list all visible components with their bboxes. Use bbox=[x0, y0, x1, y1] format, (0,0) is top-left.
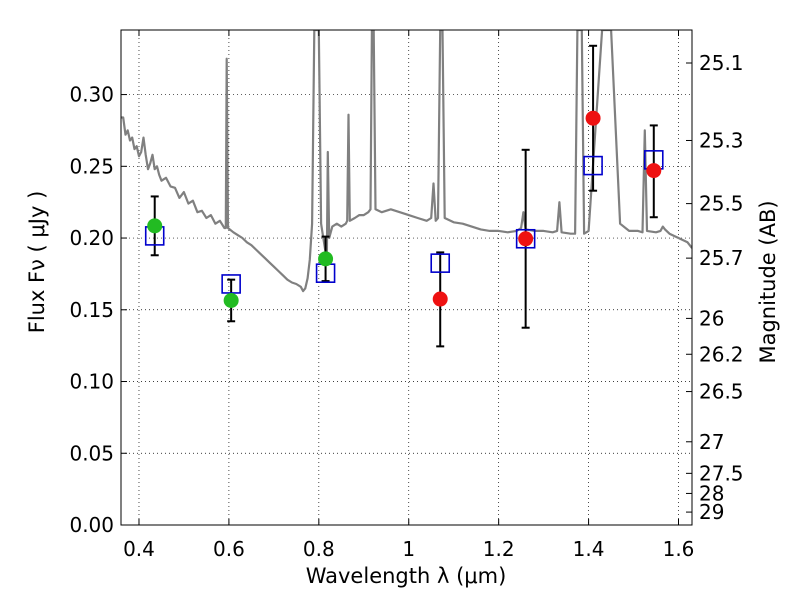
y-tick-label: 0.20 bbox=[69, 226, 114, 250]
observed-point bbox=[318, 251, 334, 267]
y2-tick-label: 25.1 bbox=[699, 51, 744, 75]
observed-points bbox=[147, 110, 662, 308]
observed-point bbox=[147, 218, 163, 234]
model-square bbox=[583, 155, 603, 176]
y-axis-label: Flux Fν ( μJy ) bbox=[25, 191, 49, 334]
y2-tick-label: 27 bbox=[699, 430, 724, 454]
y2-tick-label: 26.2 bbox=[699, 342, 744, 366]
y2-tick-label: 25.5 bbox=[699, 192, 744, 216]
model-square bbox=[515, 228, 536, 249]
x-tick-label: 1.6 bbox=[663, 537, 695, 561]
observed-point bbox=[432, 291, 448, 307]
model-square bbox=[430, 253, 451, 273]
y-tick-label: 0.30 bbox=[69, 83, 114, 107]
observed-point bbox=[585, 110, 601, 126]
x-tick-label: 0.4 bbox=[123, 537, 155, 561]
spectrum-line bbox=[121, 30, 692, 293]
y2-tick-label: 28 bbox=[699, 481, 724, 505]
y2-tick-label: 26 bbox=[699, 306, 724, 330]
y-tick-label: 0.15 bbox=[69, 298, 114, 322]
x-tick-label: 1 bbox=[402, 537, 415, 561]
y2-axis-label: Magnitude (AB) bbox=[756, 200, 780, 363]
y-tick-label: 0.00 bbox=[69, 513, 114, 537]
x-tick-label: 1.2 bbox=[483, 537, 515, 561]
y-tick-label: 0.10 bbox=[69, 370, 114, 394]
y-tick-label: 0.25 bbox=[69, 154, 114, 178]
x-tick-label: 1.4 bbox=[573, 537, 605, 561]
y2-tick-label: 25.7 bbox=[699, 246, 744, 270]
x-tick-label: 0.8 bbox=[303, 537, 335, 561]
x-tick-label: 0.6 bbox=[213, 537, 245, 561]
y2-tick-label: 27.5 bbox=[699, 461, 744, 485]
y-tick-label: 0.05 bbox=[69, 441, 114, 465]
y2-tick-label: 26.5 bbox=[699, 380, 744, 404]
y2-tick-label: 29 bbox=[699, 500, 724, 524]
observed-point bbox=[518, 231, 534, 247]
observed-point bbox=[646, 163, 662, 179]
plot-frame bbox=[120, 29, 693, 526]
y2-tick-label: 25.3 bbox=[699, 128, 744, 152]
template-spectrum bbox=[121, 30, 692, 293]
x-axis-label: Wavelength λ (μm) bbox=[306, 564, 507, 588]
model-points bbox=[144, 150, 664, 294]
grid bbox=[121, 30, 692, 526]
axes: 0.4 0.6 0.8 1 1.2 1.4 1.6 0.00 0.05 0.10 0.15 0.20 0… bbox=[69, 30, 744, 561]
observed-point bbox=[223, 292, 239, 308]
